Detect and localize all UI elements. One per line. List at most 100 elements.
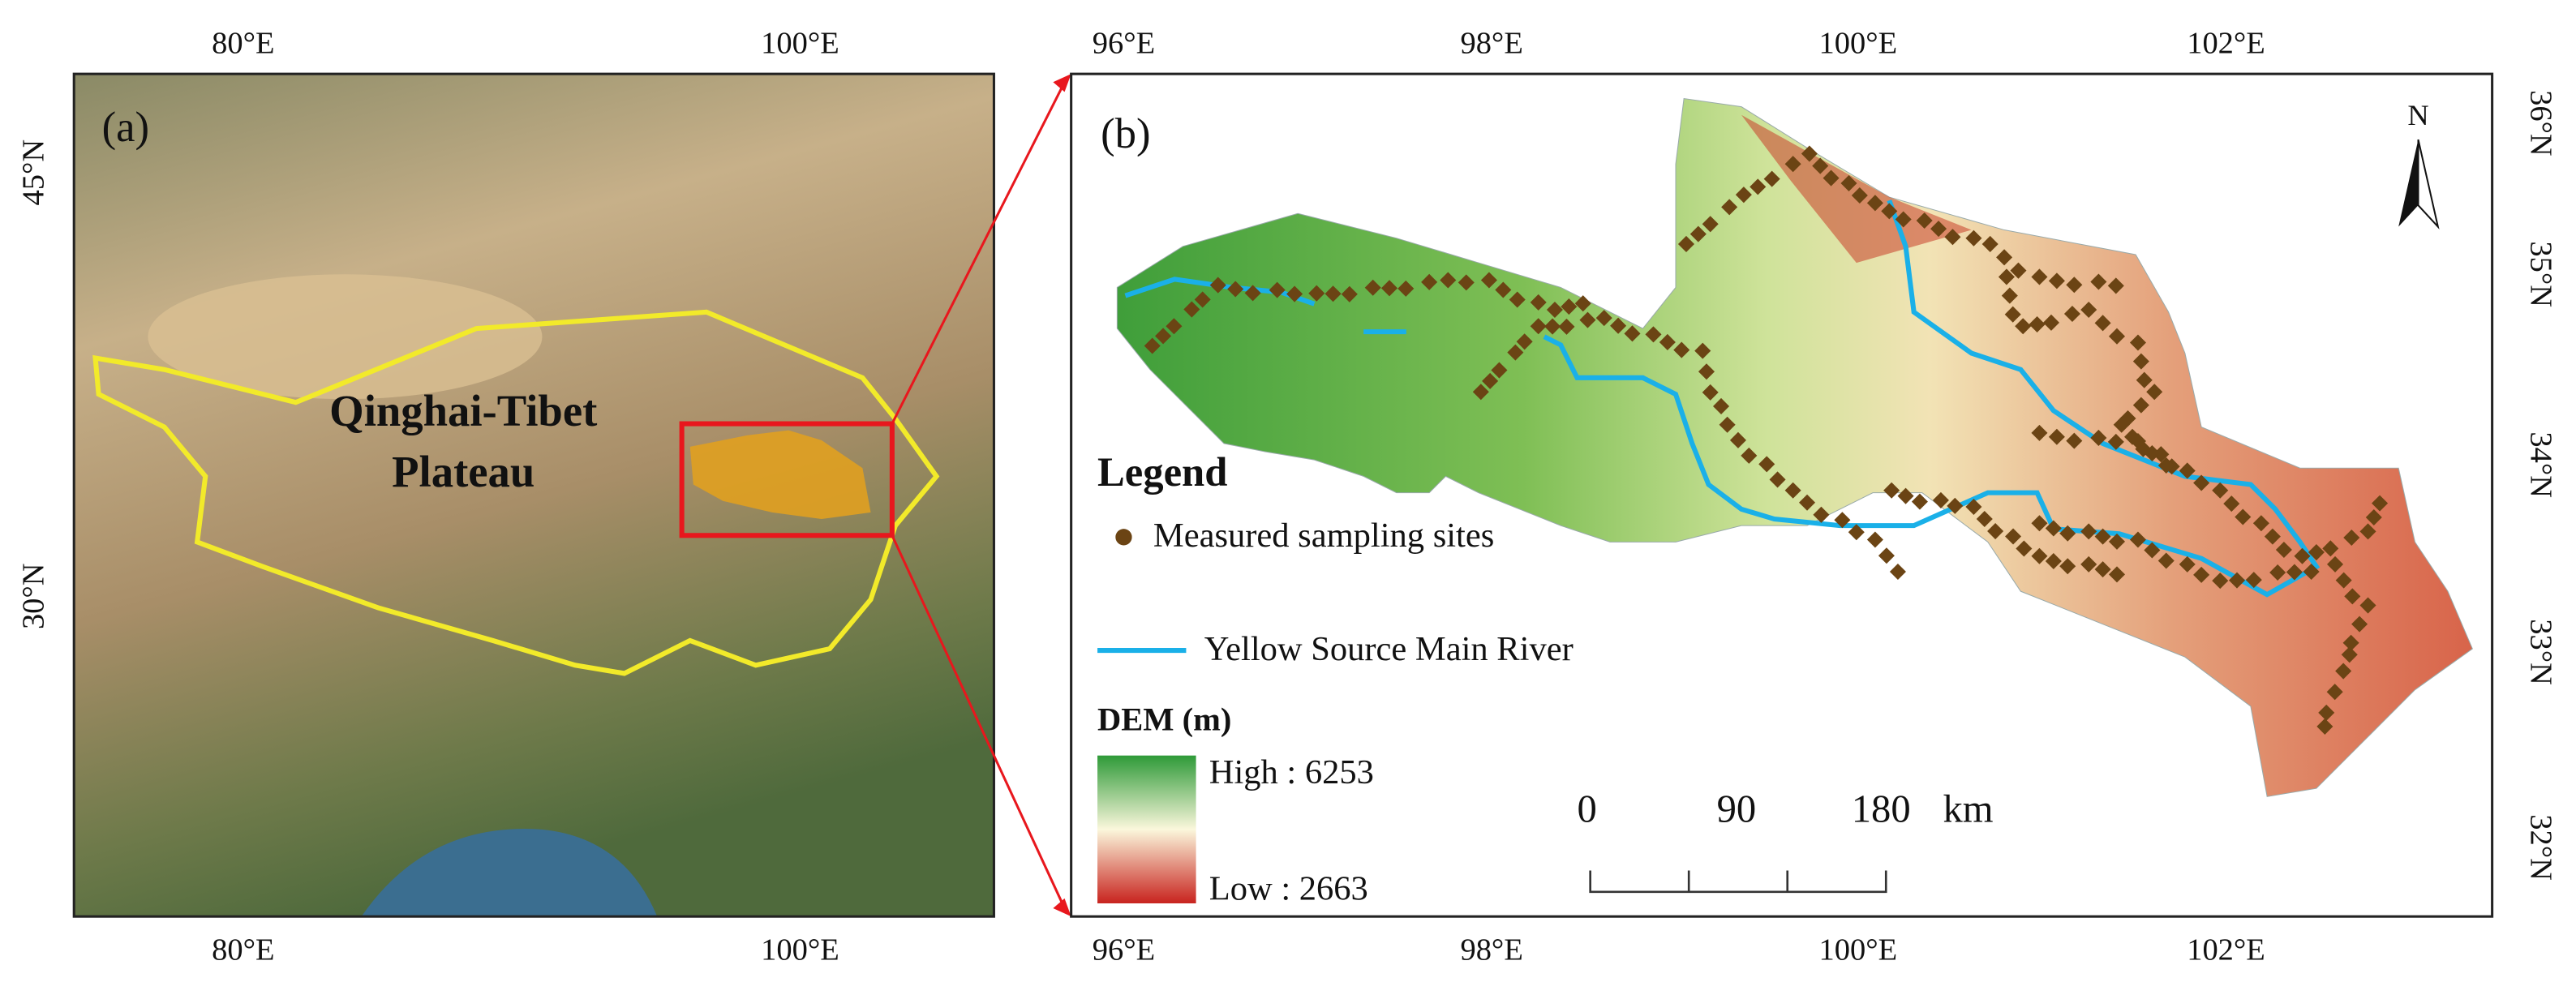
sampling-site [2059,525,2076,542]
sampling-site [1166,318,1183,335]
sampling-site [1750,178,1767,195]
sampling-site [1758,456,1775,473]
sampling-site [1729,431,1746,448]
tick-label: 102°E [2187,933,2265,967]
north-arrow [2417,139,2440,229]
tick-label: 32°N [2524,814,2558,881]
sampling-site [1308,285,1325,302]
plateau-boundary [92,309,940,676]
sampling-site [1996,249,2013,266]
legend-title: Legend [1097,449,1227,495]
frame [72,72,995,918]
dem-colorbar [1097,755,1196,903]
study-area [689,430,871,520]
scale-bar [1589,870,1887,894]
sampling-site [2335,663,2352,680]
sampling-site [1677,235,1695,252]
sampling-site [2264,528,2281,545]
sampling-site [1244,285,1261,302]
sampling-site [2042,314,2060,331]
sampling-sites [1144,145,2389,735]
tick-label: 96°E [1093,27,1155,61]
sampling-site [1769,471,1786,488]
sampling-site [1495,281,1512,298]
legend-item: Measured sampling sites [1153,517,1494,555]
sampling-site [2245,572,2262,589]
sampling-site [2005,528,2022,545]
sampling-site [1981,235,1999,252]
sampling-site [2308,544,2325,561]
north-arrow [2398,139,2419,227]
tick-label: 33°N [2524,619,2558,685]
arrowhead [1053,74,1071,917]
sampling-site [1965,498,1982,516]
sampling-site [2045,520,2062,537]
sampling-site [1530,294,1547,311]
sampling-site [2004,306,2021,323]
scale-unit: km [1943,787,1993,831]
tick-label: 80°E [212,27,274,61]
sampling-site [1269,281,1286,298]
sampling-site [1947,497,1964,514]
sampling-site [2113,416,2130,433]
sampling-site [2031,424,2048,441]
sampling-site [2286,564,2303,581]
sampling-site [2136,371,2153,388]
sampling-site [1689,225,1707,242]
sampling-site [2294,547,2311,564]
sampling-site [1440,272,1457,289]
scale-label: 180 [1852,787,1911,831]
sampling-site [2193,474,2210,491]
sampling-site [2108,566,2126,583]
sampling-site [1719,416,1736,433]
sampling-site [2179,462,2196,479]
tick-label: 80°E [212,933,274,967]
tick-label: 102°E [2187,27,2265,61]
sampling-site [1209,277,1226,294]
tick-label: 36°N [2524,90,2558,157]
sampling-site [1713,397,1730,414]
connector [891,534,1066,909]
scale-label: 0 [1577,787,1596,831]
graticule-labels: 80°E 100°E 80°E 100°E 45°N 30°N 96°E 98°E 100°E 1… [16,27,2557,967]
tick-label: 100°E [761,27,839,61]
sampling-site [2144,542,2161,559]
tick-label: 35°N [2524,241,2558,307]
sampling-site [1421,273,1438,290]
tick-label: 100°E [761,933,839,967]
sampling-site [1784,482,1801,499]
sampling-site [1916,212,1933,229]
sampling-site [2031,547,2048,564]
sampling-site [2059,558,2076,575]
sampling-site [2365,508,2382,526]
sampling-site [1364,279,1381,296]
sampling-site [1834,512,1851,529]
sampling-site [2327,555,2344,573]
sampling-site [2048,272,2065,289]
sampling-site [2269,564,2286,581]
dem-title: DEM (m) [1097,701,1231,737]
sampling-site [2179,555,2196,573]
sampling-site [2344,588,2361,605]
sampling-site [1848,524,1865,541]
sampling-site [1482,372,1499,389]
sampling-site [2275,541,2292,559]
tick-label: 96°E [1093,933,1155,967]
sampling-site [1509,291,1526,308]
sampling-site [1741,447,1758,464]
tick-label: 45°N [16,139,50,206]
desert [148,274,543,400]
sampling-site [2351,615,2368,633]
sampling-site [2228,572,2246,589]
tick-label: 98°E [1460,27,1522,61]
sampling-site [2045,552,2062,570]
dem-high: High : 6253 [1209,753,1374,791]
sampling-site [1878,547,1895,564]
sampling-site [2303,563,2320,581]
sampling-site [2031,268,2048,285]
sampling-site [2108,533,2126,550]
north-label: N [2407,99,2428,131]
panel-label: (b) [1101,110,1150,157]
